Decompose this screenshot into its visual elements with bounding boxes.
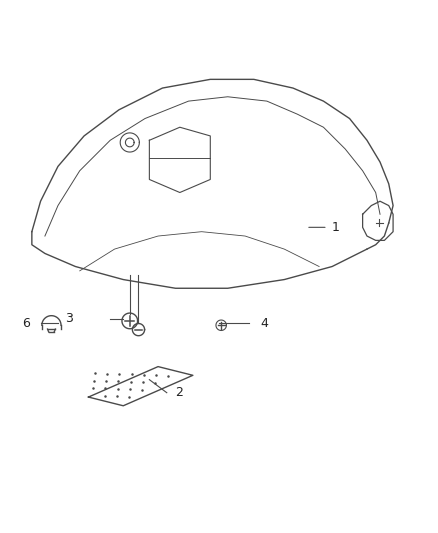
Text: 2: 2 [176, 386, 184, 399]
Text: 6: 6 [22, 317, 30, 329]
Text: 4: 4 [260, 317, 268, 329]
Text: 3: 3 [65, 312, 73, 325]
Text: 1: 1 [332, 221, 340, 234]
